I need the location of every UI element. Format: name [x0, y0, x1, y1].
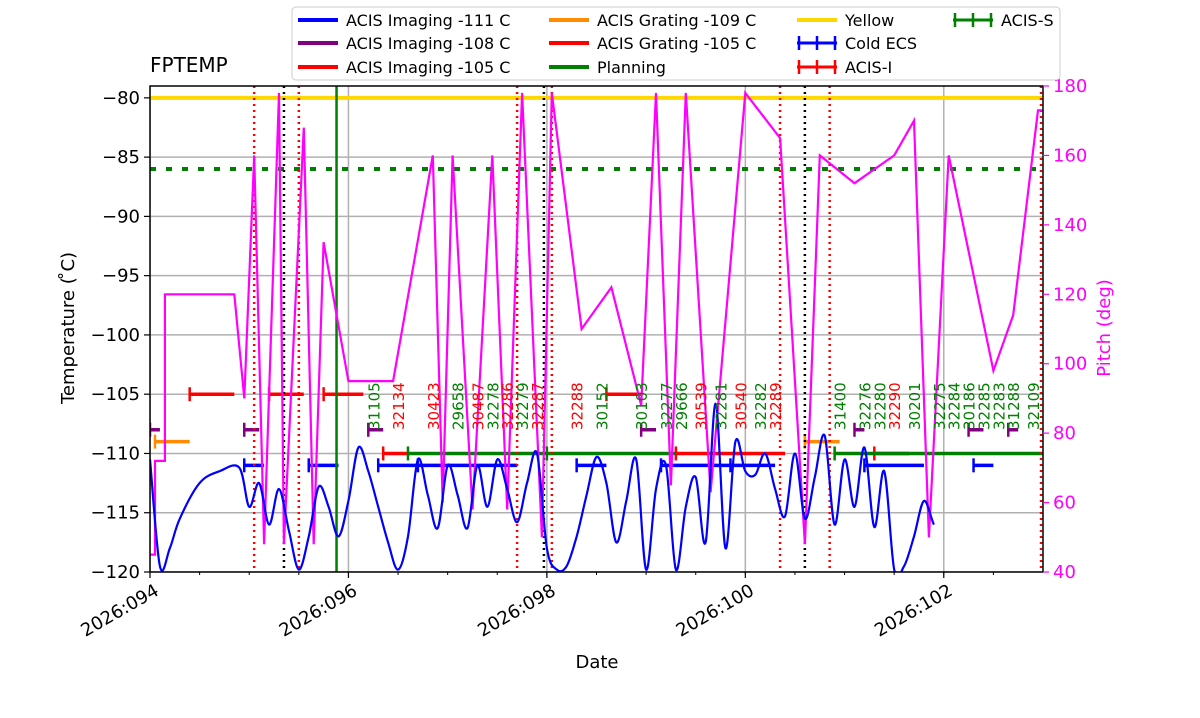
y2-tick-label: 160: [1053, 145, 1087, 166]
y2-tick-label: 60: [1053, 493, 1076, 514]
obsid-label: 32281: [713, 382, 731, 430]
legend-label: ACIS Imaging -108 C: [346, 34, 510, 53]
legend-label: ACIS-I: [845, 58, 892, 77]
y2-tick-label: 80: [1053, 423, 1076, 444]
obsid-label: 30152: [594, 382, 612, 430]
legend-label: ACIS-S: [1001, 11, 1054, 30]
y2-tick-label: 140: [1053, 215, 1087, 236]
x-axis-label: Date: [575, 652, 618, 673]
x-tick-label: 2026:094: [77, 580, 162, 641]
axes: 2026:094 2026:096 2026:098 2026:100 2026:102…: [77, 76, 1087, 641]
legend-label: Cold ECS: [845, 34, 917, 53]
obsid-label: 31400: [832, 382, 850, 430]
pitch-line: [150, 89, 1043, 556]
y2-tick-label: 120: [1053, 284, 1087, 305]
y-tick-label: −105: [91, 384, 140, 405]
y-axis-label: Temperature ( ̊C): [58, 252, 79, 405]
obsid-label: 30539: [693, 382, 711, 430]
legend-label: Yellow: [844, 11, 894, 30]
y-tick-label: −120: [91, 562, 140, 583]
obsid-label: 32275: [931, 382, 949, 430]
obsid-label: 30186: [961, 382, 979, 430]
obsid-label: 32278: [484, 382, 502, 430]
obsid-label: 30201: [906, 382, 924, 430]
x-tick-label: 2026:102: [871, 580, 956, 641]
obsid-label: 32279: [514, 382, 532, 430]
obsid-label: 30423: [425, 382, 443, 430]
legend-label: ACIS Imaging -105 C: [346, 58, 510, 77]
y2-tick-label: 180: [1053, 76, 1087, 97]
obsid-label: 32276: [856, 382, 874, 430]
obsid-label: 31288: [1005, 382, 1023, 430]
x-tick-label: 2026:098: [474, 580, 559, 641]
obsid-label: 32286: [499, 382, 517, 430]
temperature-line: [150, 402, 935, 572]
obsid-label: 32280: [871, 382, 889, 430]
obsid-label: 32289: [767, 382, 785, 430]
obsid-label: 32109: [1025, 382, 1043, 430]
obsid-label: 30487: [469, 382, 487, 430]
legend: ACIS Imaging -111 C ACIS Imaging -108 C AC…: [291, 6, 1061, 81]
plot-area: 31105 32134 30423 29658 30487322783228632279…: [150, 86, 1043, 572]
plot-content: 31105 32134 30423 29658 30487322783228632279…: [150, 86, 1043, 572]
obsid-label: 32277: [658, 382, 676, 430]
y2-tick-label: 40: [1053, 562, 1076, 583]
obsid-label: 32287: [529, 382, 547, 430]
legend-label: Planning: [597, 58, 666, 77]
x-tick-label: 2026:096: [276, 580, 361, 641]
y-tick-label: −90: [102, 206, 140, 227]
obsid-label: 30540: [732, 382, 750, 430]
chart-title: FPTEMP: [150, 53, 228, 77]
legend-box: [291, 6, 1061, 81]
y-tick-label: −100: [91, 325, 140, 346]
obsid-label: 32134: [390, 382, 408, 430]
y2-tick-label: 100: [1053, 354, 1087, 375]
obsid-label: 32290: [886, 382, 904, 430]
y-tick-label: −85: [102, 147, 140, 168]
obsid-label: 32282: [752, 382, 770, 430]
y-tick-label: −95: [102, 266, 140, 287]
obsid-label: 32288: [569, 382, 587, 430]
y-tick-label: −110: [91, 443, 140, 464]
obsid-label: 32285: [976, 382, 994, 430]
obsid-label: 32284: [946, 382, 964, 430]
y-tick-label: −80: [102, 88, 140, 109]
y-tick-label: −115: [91, 503, 140, 524]
obsid-label: 31105: [365, 382, 383, 430]
x-tick-label: 2026:100: [673, 580, 758, 641]
legend-label: ACIS Imaging -111 C: [346, 11, 510, 30]
obsid-label: 29666: [673, 382, 691, 430]
obsid-label: 30103: [633, 382, 651, 430]
legend-label: ACIS Grating -109 C: [597, 11, 756, 30]
y2-axis-label: Pitch (deg): [1094, 279, 1115, 377]
obsid-label: 32283: [990, 382, 1008, 430]
obsid-label: 29658: [450, 382, 468, 430]
legend-label: ACIS Grating -105 C: [597, 34, 756, 53]
